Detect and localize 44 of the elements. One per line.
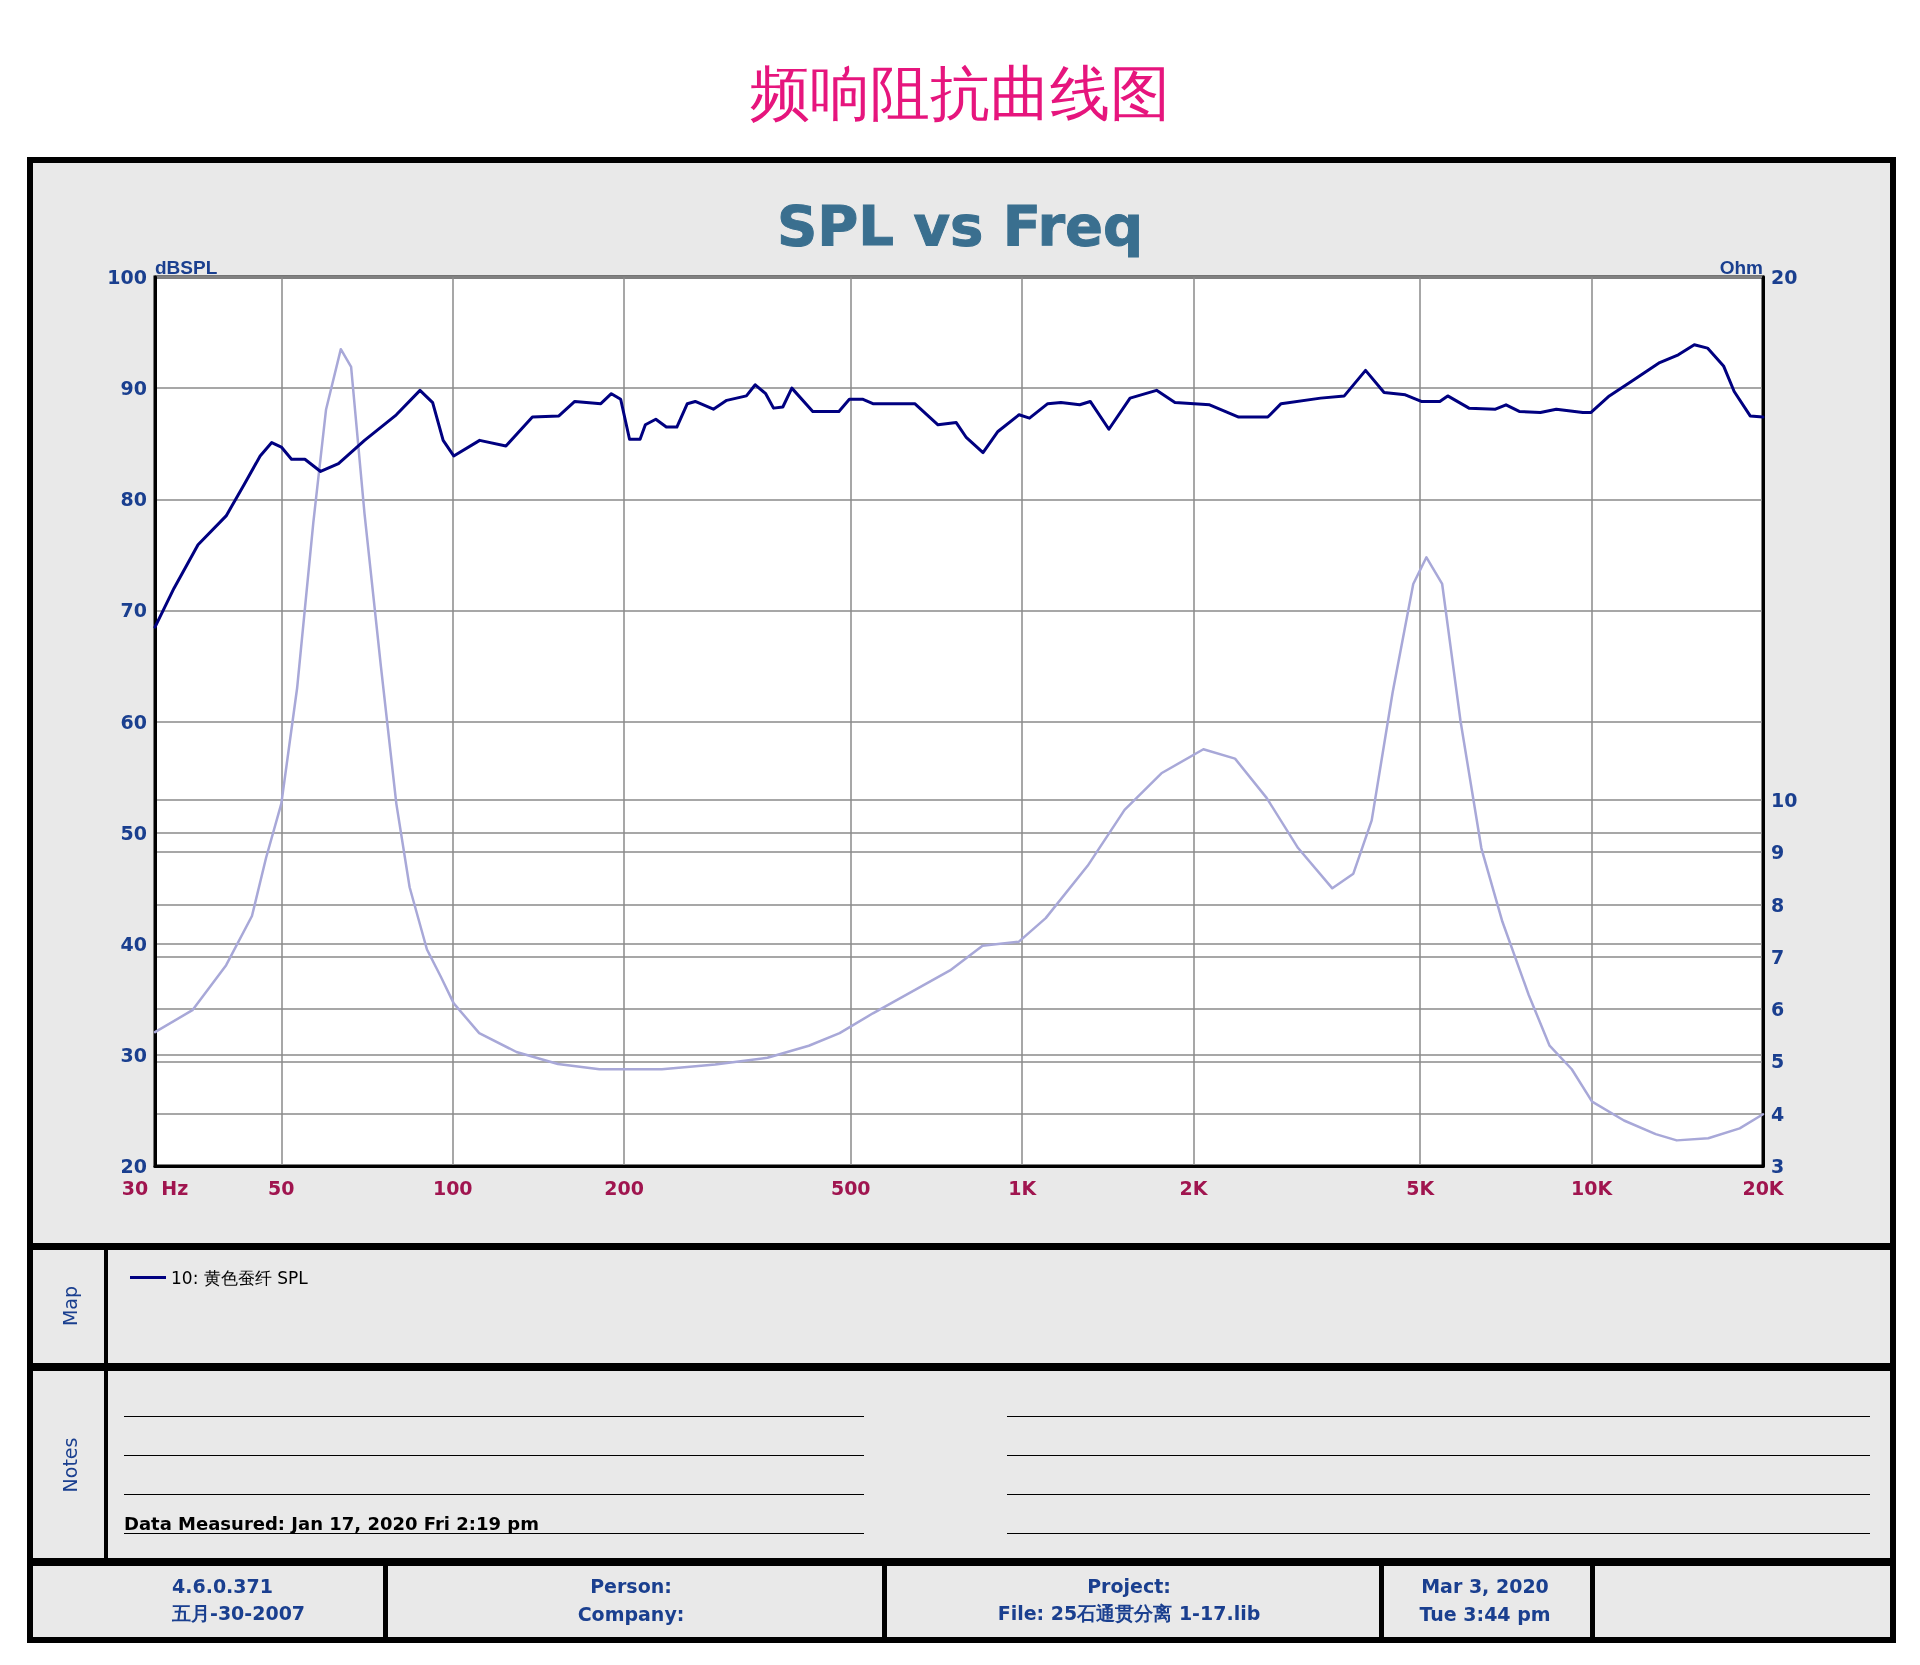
x-tick-label: 2K [1179, 1176, 1209, 1199]
text: File: 25石通贯分离 1-17.lib [997, 1601, 1261, 1626]
y2-tick-label: 6 [1771, 998, 1785, 1021]
y-tick-label: 50 [120, 821, 147, 844]
y-tick-label: 40 [120, 932, 147, 955]
y-tick-label: 90 [120, 377, 147, 400]
y2-tick-label: 8 [1771, 893, 1785, 916]
y-tick-label: 80 [120, 488, 147, 511]
y2-tick-label: 3 [1771, 1155, 1785, 1177]
y2-axis-title: Ohm [1719, 257, 1763, 278]
y-tick-label: 20 [120, 1155, 147, 1177]
chart-title: 频响阻抗曲线图 [750, 58, 1170, 128]
text: Person: [590, 1575, 672, 1597]
y2-tick-label: 20 [1771, 266, 1798, 288]
y2-tick-label: 5 [1771, 1050, 1785, 1073]
x-tick-label: 5K [1406, 1176, 1436, 1199]
y-tick-label: 30 [120, 1043, 147, 1066]
text: Mar 3, 2020 [1421, 1575, 1549, 1597]
legend-label: 10: 黄色蚕纤 SPL [171, 1267, 309, 1288]
text: Project: [1087, 1575, 1171, 1597]
text: 4.6.0.371 [172, 1575, 273, 1597]
y-tick-label: 60 [120, 710, 147, 733]
x-tick-label: 10K [1571, 1176, 1614, 1199]
y-tick-label: 100 [107, 266, 147, 288]
y2-tick-label: 9 [1771, 841, 1785, 864]
text: Company: [577, 1603, 685, 1625]
y2-tick-label: 7 [1771, 945, 1785, 968]
x-tick-label: 200 [604, 1176, 644, 1199]
x-tick-label: 20K [1742, 1176, 1785, 1199]
chart-subtitle: SPL vs Freq [776, 192, 1144, 258]
x-tick-label: 30 Hz [121, 1176, 189, 1199]
x-tick-label: 500 [830, 1176, 871, 1199]
y-tick-label: 70 [120, 599, 147, 622]
text: Notes [59, 1437, 81, 1493]
text: 五月-30-2007 [172, 1601, 306, 1626]
text: Tue 3:44 pm [1419, 1603, 1551, 1625]
y-axis-title: dBSPL [155, 257, 218, 278]
y2-tick-label: 4 [1771, 1102, 1785, 1125]
x-tick-label: 50 [268, 1176, 295, 1199]
y2-tick-label: 10 [1771, 788, 1798, 811]
text: Map [59, 1285, 81, 1327]
text: Data Measured: Jan 17, 2020 Fri 2:19 pm [124, 1512, 539, 1534]
x-tick-label: 100 [432, 1176, 473, 1199]
x-tick-label: 1K [1008, 1176, 1038, 1199]
